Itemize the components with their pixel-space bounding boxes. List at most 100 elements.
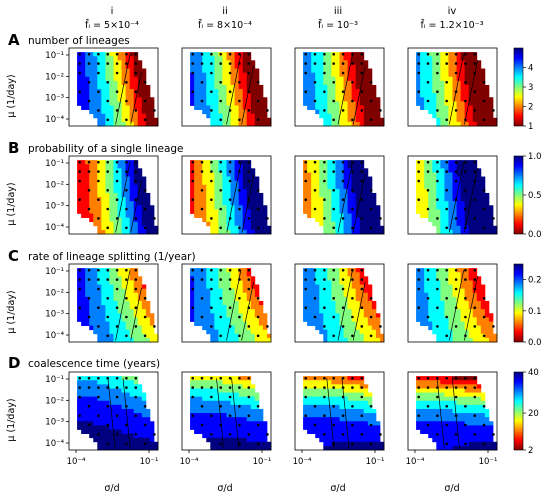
heatmap-cell bbox=[81, 272, 86, 277]
sample-point bbox=[115, 395, 119, 399]
heatmap-cell bbox=[440, 80, 445, 86]
heatmap-cell bbox=[137, 97, 143, 102]
heatmap-cell bbox=[194, 176, 199, 182]
heatmap-cell bbox=[129, 121, 135, 127]
heatmap-cell bbox=[262, 113, 268, 119]
sample-point bbox=[332, 207, 336, 211]
heatmap-cell bbox=[101, 93, 106, 98]
heatmap-cell bbox=[113, 408, 118, 414]
heatmap-cell bbox=[266, 337, 272, 343]
heatmap-cell bbox=[440, 272, 445, 277]
heatmap-cell bbox=[420, 72, 425, 78]
heatmap-cell bbox=[307, 376, 312, 381]
heatmap-cell bbox=[355, 64, 361, 69]
heatmap-cell bbox=[230, 313, 235, 318]
heatmap-cell bbox=[250, 60, 256, 65]
heatmap-cell bbox=[319, 305, 324, 310]
heatmap-cell bbox=[226, 288, 231, 294]
heatmap-cell bbox=[117, 68, 122, 74]
heatmap-cell bbox=[202, 105, 207, 110]
sample-point bbox=[219, 81, 222, 84]
heatmap-cell bbox=[480, 217, 486, 223]
heatmap-cell bbox=[452, 105, 457, 110]
heatmap-cell bbox=[448, 168, 453, 173]
sample-point bbox=[238, 189, 241, 192]
heatmap-cell bbox=[93, 325, 98, 331]
heatmap-cell bbox=[77, 284, 82, 290]
heatmap-cell bbox=[476, 213, 482, 218]
heatmap-cell bbox=[339, 205, 344, 210]
heatmap-cell bbox=[113, 89, 118, 94]
heatmap-cell bbox=[246, 392, 252, 398]
heatmap-cell bbox=[319, 180, 324, 186]
heatmap-cell bbox=[327, 89, 332, 94]
sample-point bbox=[304, 287, 308, 291]
heatmap-cell bbox=[448, 197, 453, 202]
heatmap-cell bbox=[121, 93, 127, 98]
heatmap-cell bbox=[218, 184, 223, 190]
heatmap-cell bbox=[351, 268, 357, 273]
heatmap-cell bbox=[141, 197, 147, 202]
heatmap-cell bbox=[230, 429, 235, 434]
sample-point bbox=[417, 170, 421, 173]
sample-point bbox=[464, 62, 467, 65]
heatmap-cell bbox=[117, 284, 122, 290]
heatmap-cell bbox=[456, 68, 461, 74]
heatmap-cell bbox=[230, 425, 235, 430]
heatmap-cell bbox=[468, 333, 474, 339]
heatmap-cell bbox=[315, 101, 320, 106]
sample-point bbox=[87, 376, 91, 380]
heatmap-cell bbox=[125, 205, 131, 210]
heatmap-cell bbox=[347, 76, 353, 82]
heatmap-cell bbox=[117, 272, 122, 277]
heatmap-cell bbox=[464, 176, 470, 182]
heatmap-cell bbox=[367, 176, 373, 182]
heatmap-cell bbox=[416, 93, 421, 98]
sample-point bbox=[78, 160, 81, 164]
heatmap-cell bbox=[141, 329, 147, 335]
heatmap-cell bbox=[323, 309, 328, 314]
heatmap-cell bbox=[234, 329, 240, 335]
heatmap-cell bbox=[351, 97, 357, 102]
heatmap-cell bbox=[93, 56, 98, 61]
heatmap-cell bbox=[456, 113, 461, 119]
heatmap-cell bbox=[121, 109, 127, 115]
heatmap-cell bbox=[202, 309, 207, 314]
sample-point bbox=[351, 118, 354, 122]
sample-point bbox=[482, 189, 486, 192]
heatmap-cell bbox=[117, 337, 122, 343]
heatmap-cell bbox=[202, 388, 207, 393]
heatmap-cell bbox=[141, 309, 147, 314]
heatmap-cell bbox=[238, 292, 244, 298]
heatmap-cell bbox=[432, 164, 437, 169]
heatmap-cell bbox=[335, 197, 340, 202]
heatmap-cell bbox=[194, 388, 199, 393]
heatmap-cell bbox=[319, 417, 324, 422]
heatmap-cell bbox=[222, 392, 227, 398]
heatmap-cell bbox=[222, 280, 227, 285]
heatmap-cell bbox=[246, 421, 252, 426]
heatmap-cell bbox=[133, 213, 139, 218]
heatmap-cell bbox=[448, 64, 453, 69]
heatmap-cell bbox=[85, 205, 90, 210]
heatmap-cell bbox=[323, 317, 328, 322]
heatmap-cell bbox=[444, 84, 449, 90]
sample-point bbox=[304, 170, 308, 173]
heatmap-cell bbox=[448, 229, 453, 235]
sample-point bbox=[332, 52, 336, 56]
heatmap-cell bbox=[109, 180, 114, 186]
heatmap-cell bbox=[218, 321, 223, 326]
heatmap-cell bbox=[468, 217, 474, 223]
heatmap-cell bbox=[444, 313, 449, 318]
heatmap-cell bbox=[444, 172, 449, 177]
heatmap-cell bbox=[141, 121, 147, 127]
heatmap-cell bbox=[234, 380, 240, 385]
heatmap-cell bbox=[210, 201, 215, 206]
heatmap-cell bbox=[448, 296, 453, 302]
sample-point bbox=[482, 118, 486, 122]
heatmap-cell bbox=[226, 272, 231, 277]
heatmap-cell bbox=[125, 197, 131, 202]
heatmap-cell bbox=[468, 321, 474, 326]
heatmap-cell bbox=[452, 117, 457, 123]
heatmap-cell bbox=[109, 268, 114, 273]
